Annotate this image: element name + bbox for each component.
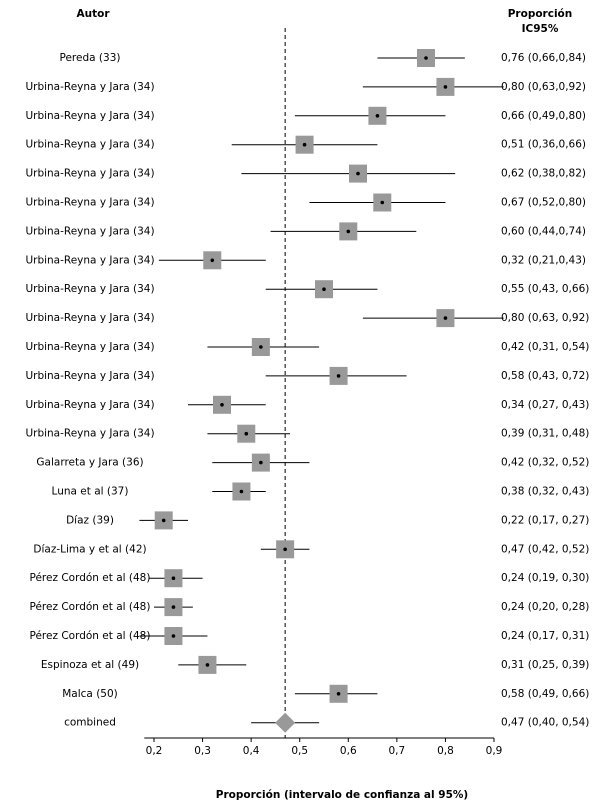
value-label: 0,80 (0,63, 0,92) [501, 312, 589, 324]
value-label: 0,24 (0,17, 0,31) [501, 630, 589, 642]
right-header: Proporción [508, 8, 573, 20]
study-label: Pérez Cordón et al (48) [30, 572, 151, 584]
value-label: 0,24 (0,19, 0,30) [501, 572, 589, 584]
study-label: combined [64, 717, 116, 729]
point-estimate [171, 605, 176, 609]
point-estimate [259, 345, 263, 349]
value-label: 0,66 (0,49,0,80) [501, 110, 586, 122]
value-label: 0,80 (0,63,0,92) [501, 81, 586, 93]
point-estimate [380, 200, 385, 205]
value-label: 0,32 (0,21,0,43) [501, 254, 586, 266]
study-label: Urbina-Reyna y Jara (34) [25, 81, 154, 93]
value-label: 0,58 (0,49, 0,66) [501, 688, 589, 700]
study-label: Urbina-Reyna y Jara (34) [25, 197, 154, 209]
value-label: 0,42 (0,32, 0,52) [501, 457, 589, 469]
right-header: IC95% [522, 23, 559, 35]
pooled-diamond [275, 712, 296, 733]
value-label: 0,31 (0,25, 0,39) [501, 659, 589, 671]
study-label: Espinoza et al (49) [41, 659, 139, 671]
point-estimate [443, 316, 448, 320]
study-label: Luna et al (37) [52, 486, 129, 498]
study-label: Urbina-Reyna y Jara (34) [25, 254, 154, 266]
x-tick-label: 0,9 [486, 745, 503, 757]
value-label: 0,38 (0,32, 0,43) [501, 486, 589, 498]
study-label: Urbina-Reyna y Jara (34) [25, 370, 154, 382]
study-label: Urbina-Reyna y Jara (34) [25, 139, 154, 151]
point-estimate [424, 56, 428, 60]
value-label: 0,22 (0,17, 0,27) [501, 514, 589, 526]
study-label: Urbina-Reyna y Jara (34) [25, 341, 154, 353]
study-label: Urbina-Reyna y Jara (34) [25, 168, 154, 180]
point-estimate [210, 258, 215, 263]
study-label: Pérez Cordón et al (48) [30, 601, 151, 613]
study-label: Urbina-Reyna y Jara (34) [25, 399, 154, 411]
study-label: Urbina-Reyna y Jara (34) [25, 283, 154, 295]
study-label: Urbina-Reyna y Jara (34) [25, 110, 154, 122]
x-tick-label: 0,3 [194, 745, 211, 757]
value-label: 0,76 (0,66,0,84) [501, 52, 586, 64]
left-header: Autor [76, 8, 110, 20]
value-label: 0,58 (0,43, 0,72) [501, 370, 589, 382]
point-estimate [161, 518, 166, 523]
study-label: Pérez Cordón et al (48) [30, 630, 151, 642]
point-estimate [356, 171, 360, 176]
x-tick-label: 0,6 [340, 745, 357, 757]
value-label: 0,47 (0,40, 0,54) [501, 717, 589, 729]
point-estimate [259, 460, 263, 465]
value-label: 0,24 (0,20, 0,28) [501, 601, 589, 613]
point-estimate [205, 663, 210, 667]
x-tick-label: 0,2 [146, 745, 163, 757]
point-estimate [171, 576, 176, 580]
point-estimate [322, 287, 326, 292]
study-label: Galarreta y Jara (36) [36, 457, 143, 469]
value-label: 0,42 (0,31, 0,54) [501, 341, 589, 353]
value-label: 0,67 (0,52,0,80) [501, 197, 586, 209]
study-label: Díaz (39) [66, 514, 114, 526]
x-axis-label: Proporción (intervalo de confianza al 95… [216, 789, 468, 801]
value-label: 0,60 (0,44,0,74) [501, 225, 586, 237]
point-estimate [375, 114, 380, 118]
point-estimate [244, 431, 249, 436]
x-tick-label: 0,5 [291, 745, 308, 757]
study-label: Pereda (33) [60, 52, 121, 64]
study-label: Urbina-Reyna y Jara (34) [25, 428, 154, 440]
point-estimate [239, 489, 244, 494]
value-label: 0,55 (0,43, 0,66) [501, 283, 589, 295]
point-estimate [302, 142, 307, 147]
point-estimate [443, 85, 448, 89]
value-label: 0,62 (0,38,0,82) [501, 168, 586, 180]
value-label: 0,34 (0,27, 0,43) [501, 399, 589, 411]
value-label: 0,39 (0,31, 0,48) [501, 428, 589, 440]
study-label: Díaz-Lima y et al (42) [33, 543, 146, 555]
point-estimate [220, 403, 224, 407]
point-estimate [346, 229, 351, 234]
value-label: 0,51 (0,36,0,66) [501, 139, 586, 151]
value-label: 0,47 (0,42, 0,52) [501, 543, 589, 555]
x-tick-label: 0,7 [389, 745, 406, 757]
study-label: Urbina-Reyna y Jara (34) [25, 312, 154, 324]
point-estimate [171, 634, 176, 638]
point-estimate [283, 547, 287, 552]
x-tick-label: 0,4 [243, 745, 260, 757]
point-estimate [336, 692, 341, 696]
study-label: Urbina-Reyna y Jara (34) [25, 225, 154, 237]
study-label: Malca (50) [62, 688, 118, 700]
x-tick-label: 0,8 [437, 745, 454, 757]
point-estimate [336, 374, 341, 378]
